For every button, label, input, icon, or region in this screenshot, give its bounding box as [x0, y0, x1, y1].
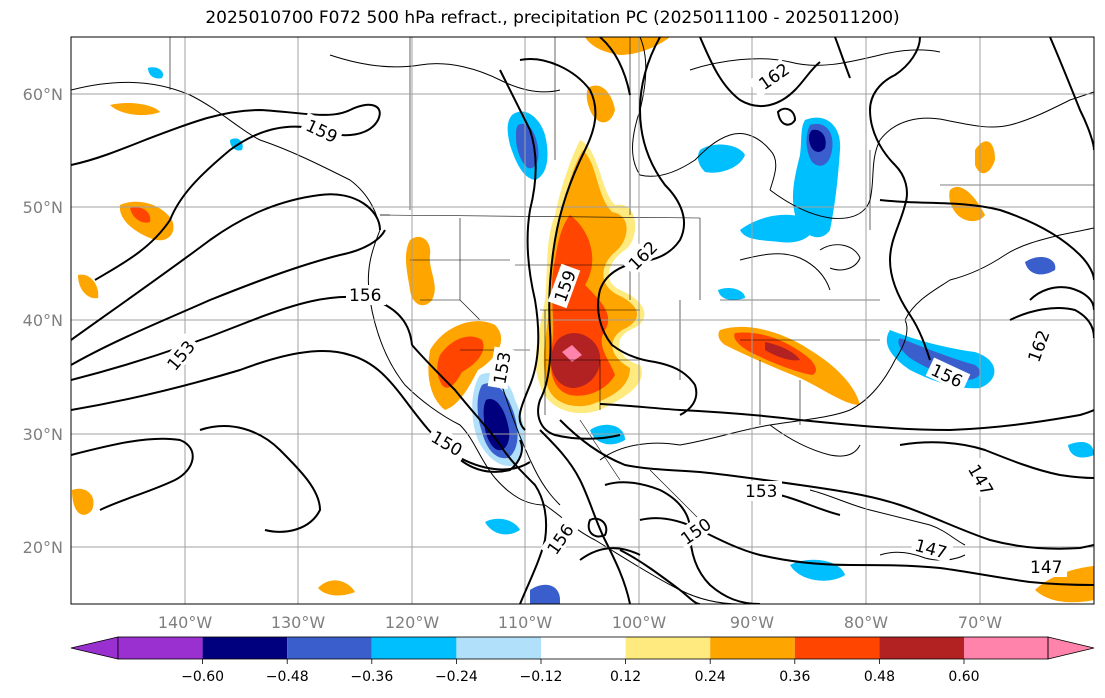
precip-positive-pacific-3 [318, 580, 355, 596]
colorbar-tick-label: −0.48 [266, 669, 309, 685]
precip-negative-mexico [485, 518, 520, 535]
colorbar-bin [371, 637, 457, 659]
colorbar-bin [964, 637, 1049, 659]
precip-positive-north-2 [586, 85, 615, 123]
colorbar-tick-label: 0.24 [695, 669, 726, 685]
precip-negative-south [530, 584, 560, 604]
contour-label: 147 [1030, 558, 1062, 578]
precip-positive-rockies-max [550, 332, 601, 388]
lon-label: 120°W [385, 613, 440, 632]
contour-label: 156 [349, 286, 381, 306]
longitude-labels: 140°W 130°W 120°W 110°W 100°W 90°W 80°W … [158, 613, 1002, 632]
colorbar-bin [794, 637, 880, 659]
precip-positive-rockies-peak [562, 345, 582, 362]
map-frame [70, 36, 1095, 605]
lon-label: 100°W [612, 613, 667, 632]
precip-negative-bc [148, 67, 164, 79]
lat-label: 60°N [23, 85, 63, 104]
precip-positive-north [585, 37, 670, 55]
colorbar-bin [202, 637, 288, 659]
colorbar-bin [118, 637, 203, 659]
colorbar-tick-label: −0.12 [520, 669, 563, 685]
precip-negative-manitoba [697, 144, 745, 173]
colorbar-bin [625, 637, 711, 659]
colorbar-extend-high [1047, 636, 1095, 660]
colorbar-tick-label: −0.36 [350, 669, 393, 685]
precip-positive-midwest-max [765, 342, 800, 361]
precip-negative-ontario-max [808, 129, 826, 152]
lat-label: 30°N [23, 425, 63, 444]
colorbar-tick-label: 0.12 [610, 669, 641, 685]
latitude-labels: 60°N 50°N 40°N 30°N 20°N [23, 85, 63, 557]
precip-negative-nova-scotia [1025, 256, 1056, 275]
colorbar-bin [287, 637, 372, 659]
colorbar-extend-low [70, 636, 119, 660]
lon-label: 110°W [498, 613, 553, 632]
precip-negative-lakes [740, 214, 813, 243]
precip-negative-great-lakes [718, 287, 745, 300]
lat-label: 50°N [23, 198, 63, 217]
colorbar-bin [541, 637, 626, 659]
colorbar-bin [456, 637, 541, 659]
refractivity-contours [71, 37, 1094, 604]
precip-negative-atlantic-e [1068, 442, 1094, 458]
colorbar-tick-label: −0.60 [181, 669, 224, 685]
colorbar-tick-label: −0.24 [435, 669, 478, 685]
precip-positive-pnw [405, 236, 435, 306]
political-boundaries [169, 37, 1094, 521]
precip-negative-gulf [590, 424, 625, 445]
contour-label: 153 [745, 482, 777, 502]
lon-label: 130°W [271, 613, 326, 632]
lon-label: 80°W [844, 613, 888, 632]
lon-label: 140°W [158, 613, 213, 632]
colorbar-tick-label: 0.36 [779, 669, 810, 685]
precip-positive-gulf-alaska [110, 102, 160, 116]
precip-positive-pacific-2 [72, 488, 94, 515]
colorbar-bin [710, 637, 795, 659]
lon-label: 90°W [730, 613, 774, 632]
lat-label: 20°N [23, 538, 63, 557]
precip-positive-california-core [437, 336, 484, 388]
precip-negative-canada-north-core [516, 123, 539, 169]
lat-label: 40°N [23, 311, 63, 330]
colorbar-tick-label: 0.48 [864, 669, 895, 685]
precip-negative-baja-core [483, 399, 510, 451]
lon-label: 70°W [958, 613, 1002, 632]
colorbar-tick-label: 0.60 [948, 669, 979, 685]
precip-positive-pacific [78, 274, 99, 299]
precip-positive-alaska-core [130, 207, 151, 223]
colorbar-ticks [202, 659, 965, 664]
colorbar-frame [117, 636, 1049, 660]
colorbar-bin [879, 637, 964, 659]
colorbar: −0.60 −0.48 −0.36 −0.24 −0.12 0.12 0.24 … [70, 636, 1095, 685]
map-title: 2025010700 F072 500 hPa refract., precip… [205, 8, 900, 28]
